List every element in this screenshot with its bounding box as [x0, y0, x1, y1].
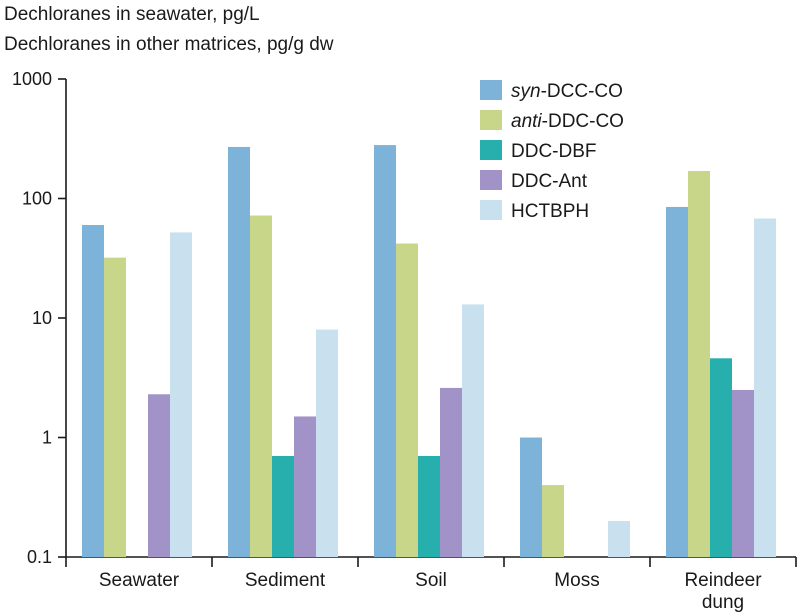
legend-swatch: [480, 170, 502, 190]
bar: [710, 358, 732, 557]
y-tick-label: 1: [42, 428, 52, 448]
bar: [462, 304, 484, 557]
bar: [754, 218, 776, 557]
bar: [396, 243, 418, 557]
bar: [272, 456, 294, 557]
bar: [148, 394, 170, 557]
bar: [250, 215, 272, 557]
bar: [542, 485, 564, 557]
category-label: Moss: [554, 570, 599, 591]
y-tick-label: 0.1: [27, 547, 52, 567]
bar: [732, 389, 754, 557]
category-label: Sediment: [245, 570, 326, 591]
y-tick-label: 100: [22, 189, 52, 209]
bar: [82, 225, 104, 557]
legend: syn-DCC-CO anti-DDC-CO DDC-DBF DDC-Ant HCTBP…: [480, 80, 624, 222]
chart-title-line-1: Dechloranes in seawater, pg/L: [4, 4, 260, 25]
bar: [170, 232, 192, 557]
legend-label: HCTBPH: [511, 201, 589, 222]
y-tick-label: 10: [32, 308, 52, 328]
legend-label: syn-DCC-CO: [511, 81, 623, 102]
legend-label: anti-DDC-CO: [511, 111, 624, 132]
category-label: Seawater: [99, 570, 180, 591]
bar: [440, 387, 462, 557]
bar: [520, 437, 542, 557]
legend-swatch: [480, 200, 502, 220]
category-label: Reindeer: [684, 570, 762, 591]
bar: [374, 145, 396, 557]
bar: [608, 521, 630, 557]
legend-swatch: [480, 80, 502, 100]
bar: [104, 257, 126, 557]
bars: [82, 145, 776, 557]
bar: [228, 146, 250, 557]
bar: [688, 170, 710, 557]
y-tick-label: 1000: [12, 69, 52, 89]
bar: [294, 416, 316, 557]
bar: [418, 456, 440, 557]
bar: [316, 329, 338, 557]
legend-label: DDC-DBF: [511, 141, 597, 162]
category-label: Soil: [415, 570, 447, 591]
legend-swatch: [480, 140, 502, 160]
legend-swatch: [480, 110, 502, 130]
category-label: dung: [702, 592, 744, 613]
legend-label: DDC-Ant: [511, 171, 588, 192]
chart-title-line-2: Dechloranes in other matrices, pg/g dw: [4, 34, 334, 55]
bar: [666, 206, 688, 557]
